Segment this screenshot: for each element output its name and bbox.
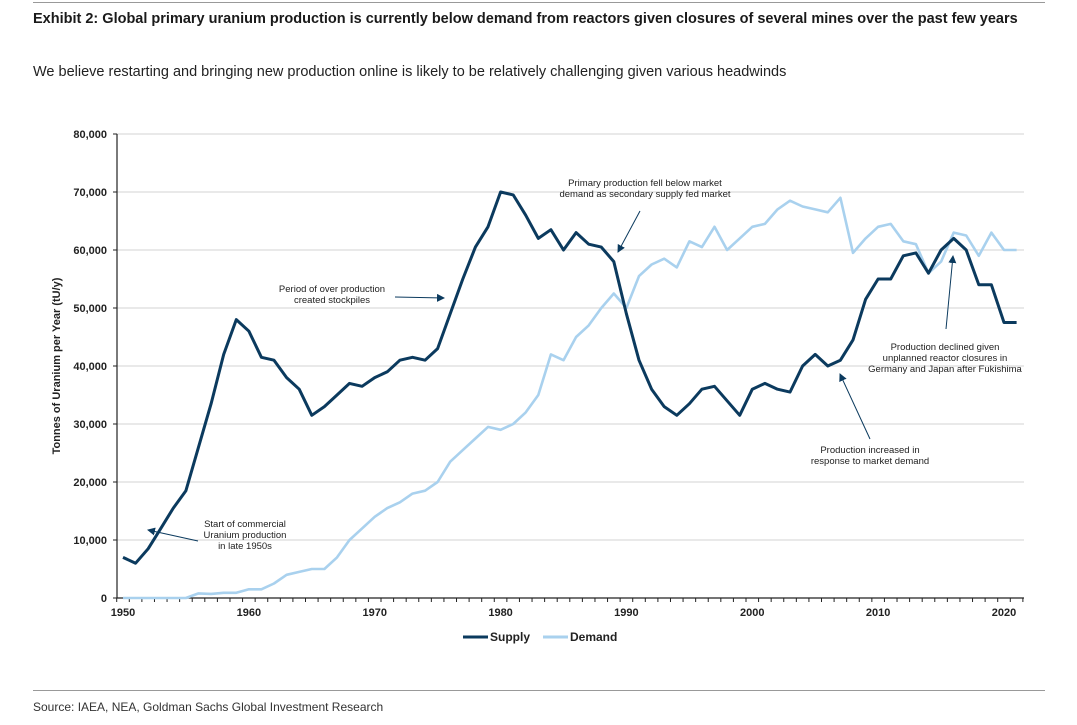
x-tick-label: 1950 <box>111 607 135 619</box>
y-tick-label: 0 <box>101 593 107 605</box>
x-tick-label: 2010 <box>866 607 890 619</box>
x-tick-label: 1980 <box>488 607 512 619</box>
y-tick-label: 20,000 <box>73 477 107 489</box>
y-tick-label: 50,000 <box>73 303 107 315</box>
y-tick-label: 70,000 <box>73 187 107 199</box>
x-tick-label: 1960 <box>237 607 261 619</box>
x-tick-label: 1970 <box>362 607 386 619</box>
annotation-text: Start of commercial <box>204 519 286 530</box>
series-line-supply <box>122 190 1017 565</box>
annotation-text: Period of over production <box>279 284 385 295</box>
y-axis-label: Tonnes of Uranium per Year (tU/y) <box>51 277 63 454</box>
x-tick-label: 2020 <box>992 607 1016 619</box>
annotation-arrow <box>617 210 641 253</box>
annotation-text: in late 1950s <box>218 541 272 552</box>
annotation-text: Uranium production <box>204 530 287 541</box>
annotation-text: Production increased in <box>820 445 919 456</box>
annotation-text: Production declined given <box>891 342 1000 353</box>
annotation-arrow <box>945 255 957 330</box>
annotation-text: unplanned reactor closures in <box>883 353 1008 364</box>
exhibit-title: Exhibit 2: Global primary uranium produc… <box>33 11 1018 27</box>
annotation-text: created stockpiles <box>294 295 370 306</box>
annotation-text: response to market demand <box>811 456 929 467</box>
y-tick-label: 30,000 <box>73 419 107 431</box>
bottom-divider <box>33 690 1045 691</box>
annotation-arrow <box>394 293 445 302</box>
annotation-arrow <box>839 373 871 440</box>
exhibit-subtitle: We believe restarting and bringing new p… <box>33 64 787 80</box>
top-divider <box>33 2 1045 3</box>
annotation-text: Primary production fell below market <box>568 178 722 189</box>
annotation-text: demand as secondary supply fed market <box>559 189 730 200</box>
y-tick-label: 40,000 <box>73 361 107 373</box>
annotation-arrow <box>147 527 199 542</box>
annotation: Primary production fell below marketdema… <box>559 178 731 253</box>
x-tick-label: 1990 <box>614 607 638 619</box>
y-tick-label: 10,000 <box>73 535 107 547</box>
annotation-text: Germany and Japan after Fukishima <box>868 364 1022 375</box>
source-note: Source: IAEA, NEA, Goldman Sachs Global … <box>33 700 384 714</box>
x-tick-label: 2000 <box>740 607 764 619</box>
legend-label-demand: Demand <box>570 630 617 644</box>
y-tick-label: 60,000 <box>73 245 107 257</box>
legend-label-supply: Supply <box>490 630 530 644</box>
series-line-demand <box>123 196 1017 600</box>
y-tick-label: 80,000 <box>73 129 107 141</box>
